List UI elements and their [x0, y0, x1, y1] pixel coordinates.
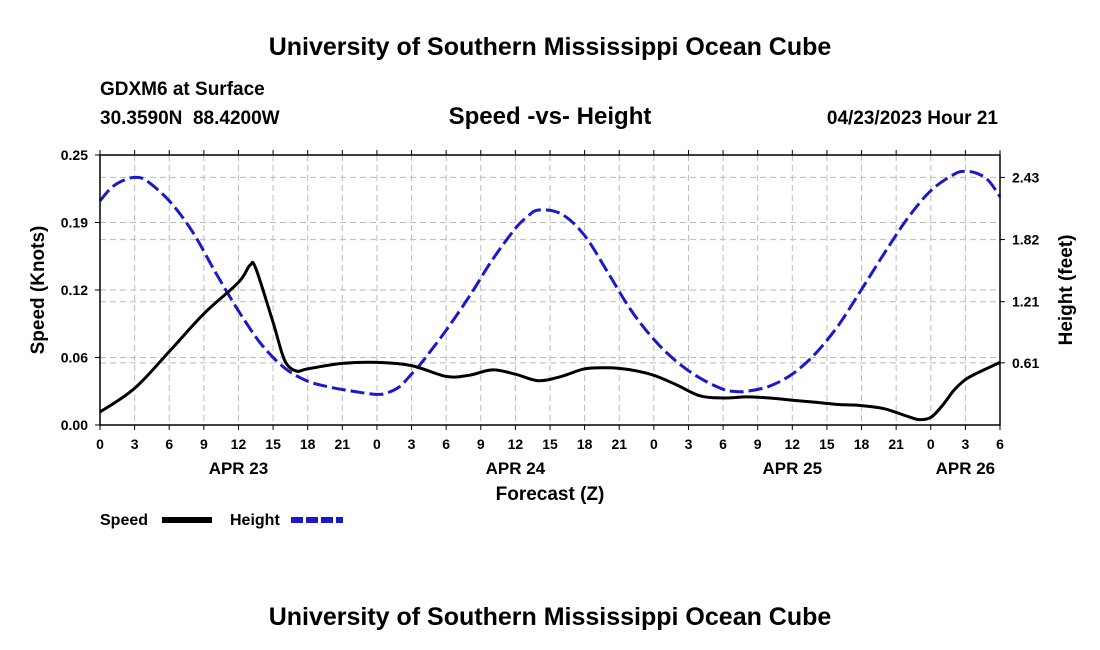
- y-left-tick-label: 0.19: [61, 215, 88, 231]
- y-right-tick-label: 1.21: [1012, 294, 1039, 310]
- legend: Speed Height: [100, 512, 343, 529]
- x-tick-label: 6: [442, 436, 450, 452]
- y-left-tick-label: 0.25: [61, 147, 88, 163]
- y-left-tick-label: 0.12: [61, 282, 88, 298]
- date-label: APR 23: [209, 459, 269, 478]
- y-axis-left-label: Speed (Knots): [28, 226, 49, 355]
- chart-main-title: University of Southern Mississippi Ocean…: [269, 33, 832, 61]
- x-tick-label: 12: [785, 436, 801, 452]
- speed-series-line: [99, 260, 1001, 422]
- x-tick-label: 15: [819, 436, 835, 452]
- x-tick-label: 21: [611, 436, 627, 452]
- x-tick-label: 9: [200, 436, 208, 452]
- x-tick-label: 0: [650, 436, 658, 452]
- location-label: 30.3590N 88.4200W: [100, 108, 280, 129]
- y-right-tick-label: 2.43: [1012, 169, 1039, 185]
- x-tick-label: 6: [719, 436, 727, 452]
- axes: 0 3 6 9 12 15 18 21 0 3 6 9 12 15 18 21 0 3 6 9 12 15 18 21 0 3 6 0…: [61, 147, 1040, 478]
- x-tick-label: 0: [96, 436, 104, 452]
- x-tick-label: 9: [754, 436, 762, 452]
- x-tick-label: 3: [685, 436, 693, 452]
- datetime-label: 04/23/2023 Hour 21: [827, 108, 999, 129]
- x-tick-label: 3: [961, 436, 969, 452]
- x-tick-label: 12: [508, 436, 524, 452]
- x-tick-label: 15: [542, 436, 558, 452]
- x-tick-label: 3: [408, 436, 416, 452]
- height-series-line: [98, 169, 1002, 396]
- series-group: [98, 169, 1002, 422]
- y-right-tick-label: 1.82: [1012, 232, 1039, 248]
- y-left-tick-label: 0.00: [61, 417, 88, 433]
- date-label: APR 25: [763, 459, 823, 478]
- station-label: GDXM6 at Surface: [100, 79, 265, 100]
- x-tick-label: 9: [477, 436, 485, 452]
- y-left-tick-label: 0.06: [61, 350, 88, 366]
- legend-speed-label: Speed: [100, 512, 148, 529]
- chart-subtitle: Speed -vs- Height: [449, 103, 652, 130]
- x-tick-label: 18: [577, 436, 593, 452]
- grid: [100, 155, 1000, 425]
- date-label: APR 24: [486, 459, 546, 478]
- y-right-tick-label: 0.61: [1012, 355, 1039, 371]
- x-axis-label: Forecast (Z): [496, 484, 605, 505]
- x-tick-label: 6: [996, 436, 1004, 452]
- x-tick-label: 15: [265, 436, 281, 452]
- footer-title: University of Southern Mississippi Ocean…: [269, 603, 832, 631]
- date-label: APR 26: [936, 459, 996, 478]
- x-tick-label: 21: [335, 436, 351, 452]
- x-tick-label: 3: [131, 436, 139, 452]
- x-tick-label: 21: [888, 436, 904, 452]
- x-tick-label: 18: [854, 436, 870, 452]
- x-tick-label: 0: [927, 436, 935, 452]
- y-axis-right-label: Height (feet): [1056, 235, 1077, 346]
- x-tick-label: 6: [165, 436, 173, 452]
- x-tick-label: 18: [300, 436, 316, 452]
- x-tick-label: 0: [373, 436, 381, 452]
- x-tick-label: 12: [231, 436, 247, 452]
- legend-height-label: Height: [230, 512, 280, 529]
